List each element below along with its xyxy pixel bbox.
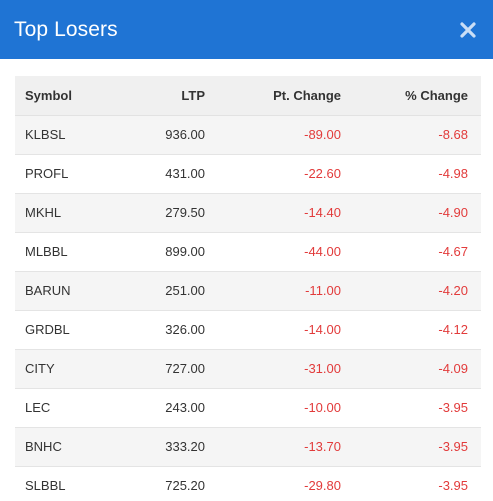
table-row[interactable]: LEC 243.00 -10.00 -3.95 bbox=[15, 388, 481, 427]
close-icon[interactable] bbox=[457, 19, 479, 41]
symbol-cell: PROFL bbox=[25, 166, 69, 181]
pct-change-cell: -4.90 bbox=[438, 205, 468, 220]
pt-change-cell: -14.00 bbox=[304, 322, 341, 337]
table-body: KLBSL 936.00 -89.00 -8.68 PROFL 431.00 -22.60 -… bbox=[15, 115, 481, 501]
pct-change-cell: -8.68 bbox=[438, 127, 468, 142]
modal-header: Top Losers bbox=[0, 0, 493, 59]
ltp-cell: 279.50 bbox=[165, 205, 205, 220]
table-row[interactable]: PROFL 431.00 -22.60 -4.98 bbox=[15, 154, 481, 193]
ltp-cell: 727.00 bbox=[165, 361, 205, 376]
losers-table-container: Symbol LTP Pt. Change % Change KLBSL 936.… bbox=[15, 76, 481, 501]
pct-change-cell: -3.95 bbox=[438, 400, 468, 415]
pt-change-cell: -14.40 bbox=[304, 205, 341, 220]
pt-change-cell: -44.00 bbox=[304, 244, 341, 259]
symbol-cell: GRDBL bbox=[25, 322, 70, 337]
pct-change-cell: -3.95 bbox=[438, 439, 468, 454]
losers-table: Symbol LTP Pt. Change % Change KLBSL 936.… bbox=[15, 76, 481, 501]
pt-change-cell: -29.80 bbox=[304, 478, 341, 493]
table-row[interactable]: BARUN 251.00 -11.00 -4.20 bbox=[15, 271, 481, 310]
pct-change-cell: -4.20 bbox=[438, 283, 468, 298]
column-header-pt-change[interactable]: Pt. Change bbox=[205, 76, 343, 116]
symbol-cell: KLBSL bbox=[25, 127, 66, 142]
pct-change-cell: -4.12 bbox=[438, 322, 468, 337]
column-header-pct-change[interactable]: % Change bbox=[343, 76, 481, 116]
symbol-cell: BARUN bbox=[25, 283, 71, 298]
symbol-cell: MLBBL bbox=[25, 244, 68, 259]
table-row[interactable]: KLBSL 936.00 -89.00 -8.68 bbox=[15, 115, 481, 154]
symbol-cell: LEC bbox=[25, 400, 51, 415]
pt-change-cell: -89.00 bbox=[304, 127, 341, 142]
ltp-cell: 251.00 bbox=[165, 283, 205, 298]
pt-change-cell: -10.00 bbox=[304, 400, 341, 415]
pt-change-cell: -13.70 bbox=[304, 439, 341, 454]
pt-change-cell: -22.60 bbox=[304, 166, 341, 181]
pt-change-cell: -11.00 bbox=[305, 283, 341, 298]
modal-title: Top Losers bbox=[14, 17, 118, 41]
pct-change-cell: -4.67 bbox=[438, 244, 468, 259]
table-header-row: Symbol LTP Pt. Change % Change bbox=[15, 76, 481, 116]
pt-change-cell: -31.00 bbox=[304, 361, 341, 376]
table-row[interactable]: SLBBL 725.20 -29.80 -3.95 bbox=[15, 466, 481, 501]
table-row[interactable]: MLBBL 899.00 -44.00 -4.67 bbox=[15, 232, 481, 271]
table-row[interactable]: BNHC 333.20 -13.70 -3.95 bbox=[15, 427, 481, 466]
column-header-ltp[interactable]: LTP bbox=[120, 76, 205, 116]
ltp-cell: 725.20 bbox=[165, 478, 205, 493]
symbol-cell: SLBBL bbox=[25, 478, 66, 493]
table-row[interactable]: GRDBL 326.00 -14.00 -4.12 bbox=[15, 310, 481, 349]
ltp-cell: 243.00 bbox=[165, 400, 205, 415]
symbol-cell: CITY bbox=[25, 361, 55, 376]
ltp-cell: 333.20 bbox=[165, 439, 205, 454]
pct-change-cell: -4.09 bbox=[438, 361, 468, 376]
column-header-symbol[interactable]: Symbol bbox=[15, 76, 120, 116]
ltp-cell: 431.00 bbox=[165, 166, 205, 181]
ltp-cell: 936.00 bbox=[165, 127, 205, 142]
symbol-cell: MKHL bbox=[25, 205, 62, 220]
ltp-cell: 899.00 bbox=[165, 244, 205, 259]
table-row[interactable]: CITY 727.00 -31.00 -4.09 bbox=[15, 349, 481, 388]
pct-change-cell: -3.95 bbox=[438, 478, 468, 493]
table-row[interactable]: MKHL 279.50 -14.40 -4.90 bbox=[15, 193, 481, 232]
symbol-cell: BNHC bbox=[25, 439, 62, 454]
pct-change-cell: -4.98 bbox=[438, 166, 468, 181]
ltp-cell: 326.00 bbox=[165, 322, 205, 337]
